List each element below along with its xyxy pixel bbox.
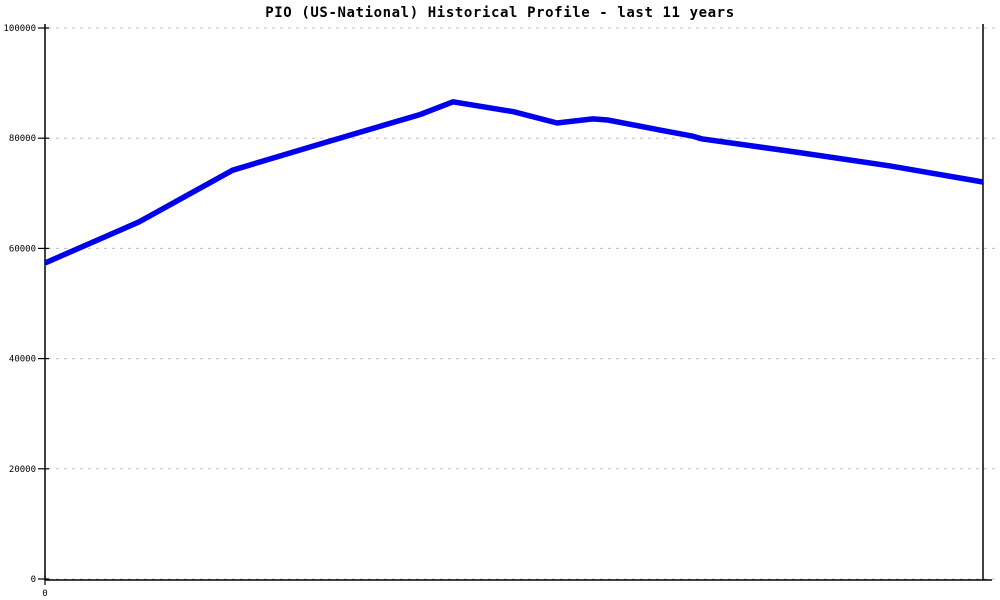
x-tick-label: 0 [42, 589, 47, 599]
y-tick-label: 20000 [9, 465, 36, 475]
y-tick-label: 40000 [9, 355, 36, 365]
y-tick-label: 80000 [9, 134, 36, 144]
y-tick-label: 100000 [3, 24, 36, 34]
chart-title: PIO (US-National) Historical Profile - l… [265, 5, 735, 21]
y-tick-label: 0 [31, 575, 36, 585]
y-tick-label: 60000 [9, 244, 36, 254]
data-line [43, 98, 984, 266]
